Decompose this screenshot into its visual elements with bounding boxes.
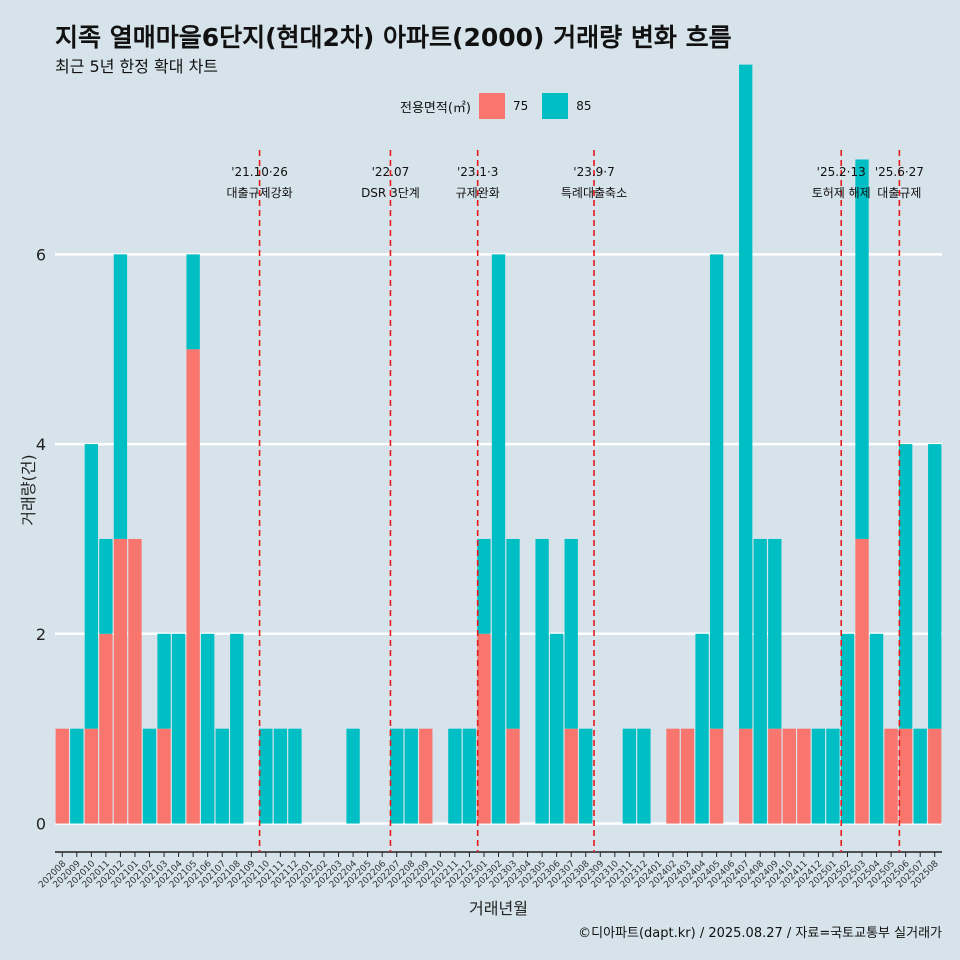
bar-85-202111 <box>273 728 288 824</box>
bar-85-202212 <box>462 728 477 824</box>
bar-85-202211 <box>448 728 462 824</box>
event-date: '25.6·27 <box>875 165 924 179</box>
bar-75-202402 <box>666 728 680 824</box>
bar-85-202302 <box>491 254 506 824</box>
bar-85-202307 <box>564 538 578 729</box>
bar-75-202405 <box>709 728 724 824</box>
bar-85-202208 <box>404 728 418 824</box>
bar-75-202505 <box>884 728 898 824</box>
legend-swatch-85 <box>542 93 569 119</box>
bar-85-202507 <box>913 728 927 824</box>
bar-75-202403 <box>680 728 695 824</box>
bar-75-202411 <box>797 728 811 824</box>
y-tick-label: 0 <box>36 815 46 834</box>
event-label: 대출규제 <box>877 186 921 200</box>
legend: 전용면적(㎡) 75 85 <box>400 93 606 119</box>
bar-85-202412 <box>811 728 826 824</box>
bar-85-202303 <box>506 538 520 729</box>
bar-75-202008 <box>55 728 69 824</box>
event-label: 토허제 해제 <box>812 186 871 200</box>
event-date: '22.07 <box>372 165 410 179</box>
bar-85-202110 <box>259 728 273 824</box>
bar-85-202207 <box>390 728 404 824</box>
bar-75-202105 <box>186 349 200 824</box>
bar-85-202108 <box>230 633 244 824</box>
bar-85-202305 <box>535 538 549 824</box>
bar-85-202508 <box>928 444 942 729</box>
bar-75-202506 <box>898 728 913 824</box>
bar-85-202407 <box>739 64 753 729</box>
legend-title: 전용면적(㎡) <box>400 100 471 116</box>
bar-85-202104 <box>171 633 186 824</box>
bar-75-202307 <box>564 728 578 824</box>
bar-85-202504 <box>869 633 884 824</box>
bar-85-202010 <box>84 444 99 729</box>
legend-label-75: 75 <box>512 99 529 113</box>
bar-85-202409 <box>768 538 782 729</box>
legend-label-85: 85 <box>576 99 592 113</box>
event-label: DSR 3단계 <box>361 186 420 200</box>
bar-75-202209 <box>419 728 433 824</box>
bar-75-202409 <box>768 728 782 824</box>
x-axis-title: 거래년월 <box>469 899 528 918</box>
bar-85-202103 <box>157 633 171 729</box>
event-date: '21.10·26 <box>231 165 288 179</box>
bar-75-202303 <box>506 728 520 824</box>
y-tick-label: 4 <box>36 435 46 454</box>
bar-75-202103 <box>157 728 171 824</box>
bar-85-202204 <box>346 728 360 824</box>
bar-75-202010 <box>84 728 99 824</box>
event-date: '25.2·13 <box>817 165 866 179</box>
bar-75-202301 <box>477 633 491 824</box>
legend-swatch-75 <box>478 93 505 119</box>
y-axis-title: 거래량(건) <box>19 454 38 525</box>
bar-85-202503 <box>855 159 869 539</box>
bar-75-202407 <box>739 728 753 824</box>
bar-85-202405 <box>709 254 724 729</box>
bar-85-202011 <box>99 538 113 634</box>
bar-85-202112 <box>288 728 302 824</box>
bar-75-202011 <box>99 633 113 824</box>
bar-75-202508 <box>928 728 942 824</box>
bar-85-202106 <box>201 633 215 824</box>
bar-85-202105 <box>186 254 200 350</box>
bar-75-202012 <box>113 538 128 824</box>
chart-subtitle: 최근 5년 한정 확대 차트 <box>55 57 219 76</box>
event-label: 규제완화 <box>456 186 500 200</box>
event-date: '23.1·3 <box>457 165 498 179</box>
bar-75-202503 <box>855 538 869 824</box>
bar-85-202308 <box>579 728 593 824</box>
event-label: 대출규제강화 <box>226 186 292 200</box>
bar-85-202501 <box>826 728 840 824</box>
bar-85-202009 <box>70 728 84 824</box>
chart-title: 지족 열매마을6단지(현대2차) 아파트(2000) 거래량 변화 흐름 <box>55 23 732 52</box>
bar-75-202101 <box>128 538 142 824</box>
bar-85-202311 <box>622 728 637 824</box>
bar-85-202012 <box>113 254 128 539</box>
bar-85-202312 <box>637 728 651 824</box>
bar-75-202410 <box>782 728 796 824</box>
bar-85-202301 <box>477 538 491 634</box>
y-tick-label: 2 <box>36 625 46 644</box>
event-date: '23.9·7 <box>573 165 614 179</box>
bar-85-202506 <box>898 444 913 729</box>
chart-caption: ©디아파트(dapt.kr) / 2025.08.27 / 자료=국토교통부 실… <box>578 926 942 941</box>
bar-85-202404 <box>695 633 709 824</box>
bar-85-202408 <box>753 538 767 824</box>
bar-85-202306 <box>549 633 564 824</box>
y-tick-label: 6 <box>36 245 46 264</box>
bar-85-202502 <box>840 633 855 824</box>
event-label: 특례대출축소 <box>561 186 627 200</box>
bar-85-202102 <box>142 728 157 824</box>
bar-85-202107 <box>215 728 229 824</box>
